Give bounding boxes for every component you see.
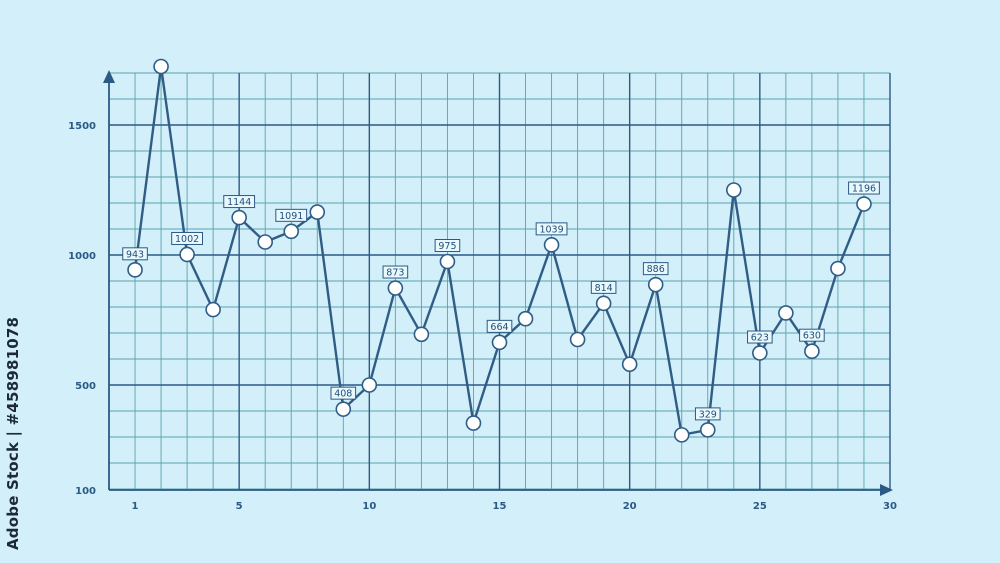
data-point (491, 334, 508, 351)
data-label-text: 1144 (227, 197, 251, 208)
data-label-text: 1196 (852, 184, 876, 195)
axes (103, 70, 893, 496)
data-label: 1196 (848, 181, 880, 195)
data-label: 886 (642, 262, 669, 276)
data-label-box (848, 181, 880, 195)
data-label: 814 (590, 280, 617, 294)
data-label-box (590, 280, 617, 294)
data-label: 408 (330, 386, 357, 400)
data-point (127, 262, 143, 278)
data-point (283, 223, 300, 240)
data-label-box (694, 407, 721, 421)
data-label-box (642, 262, 669, 276)
data-label-box (171, 231, 203, 245)
data-point (361, 377, 378, 393)
data-point (621, 356, 638, 373)
x-tick-label: 25 (753, 501, 767, 512)
data-point (205, 301, 221, 318)
data-point (179, 246, 195, 263)
data-point (465, 415, 482, 431)
data-point (153, 58, 169, 75)
y-tick-label: 500 (75, 381, 96, 392)
data-label-box (122, 247, 148, 261)
data-label: 975 (434, 239, 461, 252)
x-tick-label: 30 (883, 501, 897, 512)
data-points (127, 58, 872, 443)
data-label: 630 (799, 328, 825, 342)
data-point (595, 295, 612, 312)
data-point (830, 260, 846, 277)
data-point (309, 204, 326, 220)
data-point (856, 196, 872, 212)
data-label-text: 975 (438, 241, 456, 252)
x-tick-label: 20 (623, 501, 637, 512)
data-point (673, 427, 690, 443)
data-label-text: 1002 (175, 234, 199, 245)
data-label: 1039 (535, 222, 568, 236)
data-label-box (799, 328, 825, 342)
data-label-text: 664 (490, 322, 508, 333)
data-point (257, 234, 274, 250)
y-tick-label: 1000 (68, 251, 96, 262)
data-label-box (382, 265, 409, 279)
y-tick-label: 1500 (68, 121, 96, 132)
data-label: 329 (694, 407, 721, 421)
data-point (699, 422, 716, 438)
data-point (439, 253, 456, 270)
x-tick-label: 10 (362, 501, 376, 512)
y-tick-label: 100 (75, 486, 96, 497)
stock-id-watermark: Adobe Stock | #458981078 (4, 316, 22, 550)
data-point (752, 345, 768, 361)
data-label-box (223, 195, 256, 209)
major-grid (109, 73, 890, 490)
data-label: 664 (486, 319, 513, 333)
data-label-box (330, 386, 357, 400)
data-label-text: 1091 (279, 211, 303, 222)
data-label: 1144 (223, 195, 256, 209)
data-label-box (486, 319, 513, 333)
x-axis-arrow (880, 484, 893, 496)
y-axis-arrow (103, 70, 115, 83)
data-point (725, 182, 742, 198)
x-tick-label: 15 (493, 501, 507, 512)
data-point (804, 343, 820, 360)
data-point (517, 310, 534, 327)
data-point (543, 237, 560, 253)
data-label: 1002 (171, 231, 203, 245)
data-label-text: 873 (386, 268, 404, 279)
data-label-text: 814 (595, 283, 613, 294)
data-label-text: 623 (751, 333, 769, 344)
data-point (413, 326, 430, 343)
data-point (569, 331, 586, 348)
data-label-text: 1039 (539, 224, 563, 235)
data-label: 873 (382, 265, 409, 279)
data-point (231, 209, 247, 226)
data-point (387, 280, 404, 296)
data-label-text: 408 (334, 389, 352, 400)
data-point (335, 401, 352, 417)
data-label-box (535, 222, 568, 236)
data-label-text: 886 (647, 264, 665, 275)
x-tick-label: 1 (132, 501, 139, 512)
data-label-box (747, 330, 773, 344)
data-label: 943 (122, 247, 148, 261)
data-label-text: 630 (803, 331, 821, 342)
data-label-box (275, 208, 308, 222)
data-label: 1091 (275, 208, 308, 222)
data-label: 623 (747, 330, 773, 344)
data-point (778, 305, 794, 321)
data-label-box (434, 239, 461, 252)
data-label-text: 943 (126, 249, 144, 260)
data-label-text: 329 (699, 409, 717, 420)
x-tick-label: 5 (236, 501, 243, 512)
data-labels: 943 1002 1144 1091 408 873 975 664 1039 814 886 329… (122, 181, 880, 421)
data-point (647, 276, 664, 293)
